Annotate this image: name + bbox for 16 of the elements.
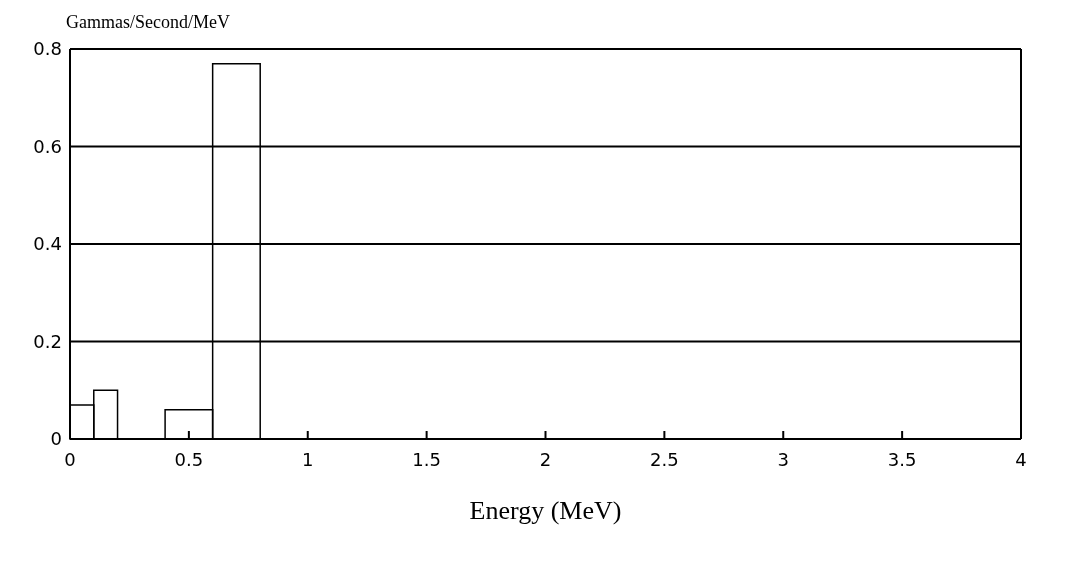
y-tick-label: 0.4 — [33, 233, 62, 255]
x-tick-label: 1.5 — [412, 448, 441, 470]
x-axis-title: Energy (MeV) — [469, 496, 622, 525]
x-tick-label: 3 — [777, 448, 789, 470]
x-tick-label: 1 — [302, 448, 314, 470]
x-tick-label: 0.5 — [174, 448, 204, 470]
x-tick-label: 3.5 — [887, 448, 917, 470]
y-tick-label: 0.8 — [33, 38, 62, 60]
y-tick-label: 0.2 — [33, 330, 62, 352]
x-tick-label: 2 — [539, 448, 552, 470]
y-tick-label: 0.6 — [33, 135, 62, 157]
x-tick-label: 2.5 — [650, 448, 679, 470]
y-tick-label: 0 — [50, 428, 62, 450]
x-tick-label: 0 — [64, 448, 76, 470]
y-axis-title: Gammas/Second/MeV — [66, 12, 230, 33]
x-tick-label: 4 — [1015, 448, 1027, 470]
